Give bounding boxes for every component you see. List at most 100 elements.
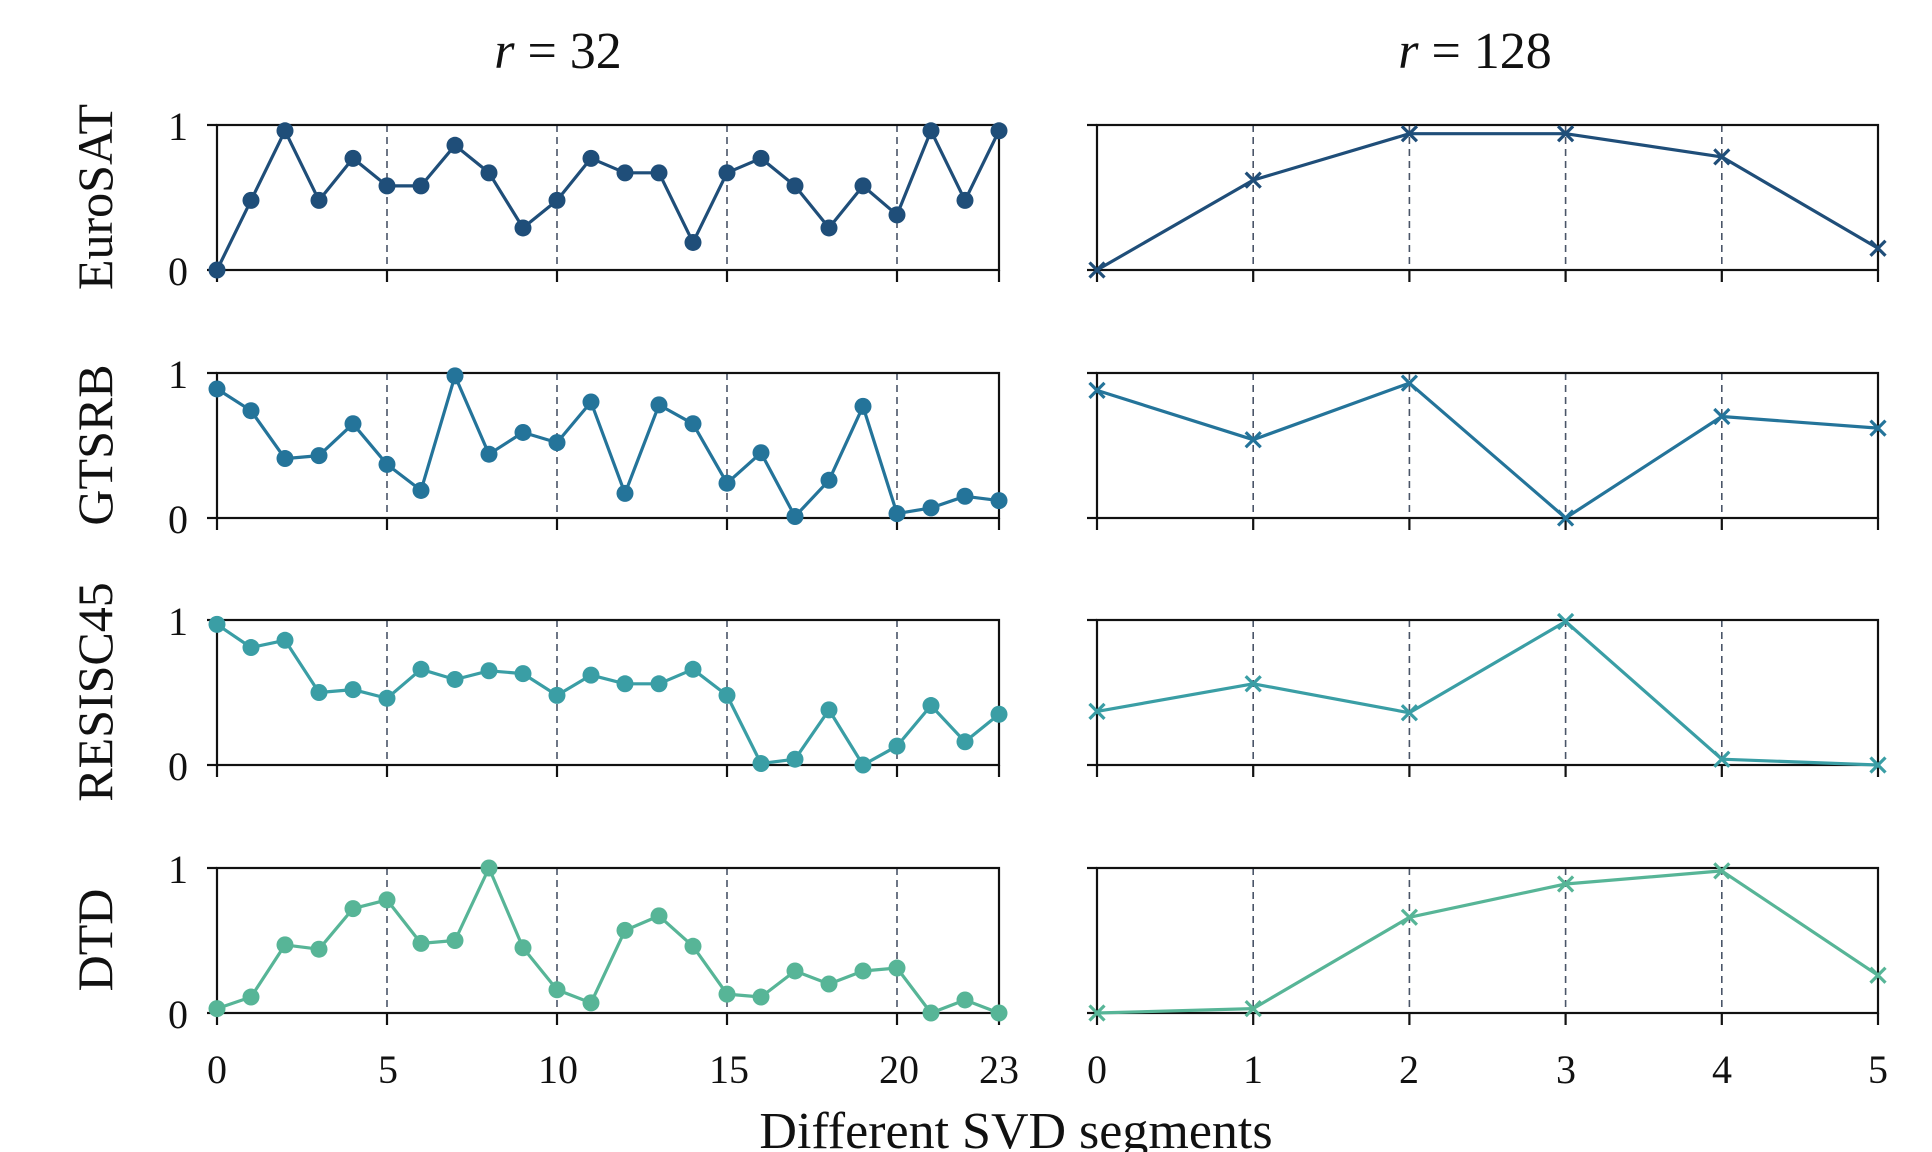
data-point: [684, 937, 702, 955]
y-tick-label: 0: [168, 249, 188, 294]
data-point: [310, 191, 328, 209]
data-point: [548, 686, 566, 704]
data-point: [344, 149, 362, 167]
data-point: [820, 701, 838, 719]
panel-resisc45-r32: [207, 615, 1008, 777]
data-point: [242, 639, 260, 657]
data-point: [1556, 509, 1575, 527]
data-point: [1244, 431, 1262, 449]
data-point: [1713, 862, 1731, 880]
panel-frame: [215, 371, 1001, 520]
data-point: [718, 164, 736, 182]
data-point: [412, 934, 430, 952]
panel-frame: [1095, 866, 1880, 1015]
data-point: [820, 471, 838, 489]
data-point: [480, 445, 498, 463]
panel-dtd-r32: [207, 859, 1008, 1025]
column-title-r32-value: 32: [570, 23, 622, 80]
data-point: [990, 122, 1008, 140]
data-point: [956, 991, 974, 1009]
column-title-r128-eq: =: [1418, 23, 1473, 80]
data-point: [582, 149, 600, 167]
x-tick-labels-r32: 0 5 10 15 20 23: [207, 1047, 1019, 1092]
data-point: [446, 367, 464, 385]
data-point: [276, 631, 294, 649]
data-point: [310, 940, 328, 958]
data-point: [990, 1004, 1008, 1022]
data-point: [650, 164, 668, 182]
data-point: [786, 962, 804, 980]
row-label-gtsrb: GTSRB: [67, 364, 123, 525]
data-point: [1244, 675, 1262, 693]
data-point: [718, 686, 736, 704]
row-label-resisc45: RESISC45: [67, 582, 123, 802]
y-tick-label: 0: [168, 744, 188, 789]
data-point: [616, 164, 634, 182]
panel-frame: [1095, 371, 1880, 520]
panel-frame: [215, 866, 1001, 1015]
panel-gtsrb-r128: [1087, 371, 1887, 530]
data-point: [480, 859, 498, 877]
series-line-gtsrb-r32: [216, 374, 1000, 519]
data-point: [548, 434, 566, 452]
x-axis-label: Different SVD segments: [759, 1103, 1272, 1152]
column-title-r32: r = 32: [494, 23, 622, 80]
data-point: [786, 177, 804, 195]
data-point: [514, 423, 532, 441]
data-point: [786, 508, 804, 526]
data-point: [548, 981, 566, 999]
data-point: [752, 755, 770, 773]
panel-frame: [1095, 123, 1880, 272]
data-point: [208, 1000, 226, 1018]
data-point: [412, 177, 430, 195]
data-point: [854, 177, 872, 195]
data-point: [1244, 171, 1262, 189]
data-point: [344, 415, 362, 433]
x-tick-label: 5: [1868, 1047, 1888, 1092]
x-tick-label: 0: [207, 1047, 227, 1092]
panel-dtd-r128: [1087, 862, 1887, 1025]
data-point: [650, 396, 668, 414]
data-point: [582, 666, 600, 684]
panel-frame: [215, 123, 1001, 272]
series-line-dtd-r32: [216, 866, 1000, 1015]
data-point: [514, 219, 532, 237]
data-point: [1869, 419, 1887, 437]
data-point: [276, 450, 294, 468]
data-point: [514, 939, 532, 957]
data-point: [1869, 239, 1887, 257]
y-tick-labels: 1 0 1 0 1 0 1 0: [168, 104, 188, 1037]
data-point: [378, 891, 396, 909]
data-point: [820, 975, 838, 993]
y-tick-label: 0: [168, 497, 188, 542]
series-line-dtd-r128: [1096, 869, 1879, 1015]
x-tick-label: 5: [378, 1047, 398, 1092]
data-point: [956, 733, 974, 751]
data-point: [310, 684, 328, 701]
data-point: [276, 122, 294, 140]
data-point: [820, 219, 838, 237]
data-point: [1400, 704, 1419, 722]
x-tick-label: 2: [1399, 1047, 1419, 1092]
series-line-resisc45-r128: [1096, 619, 1879, 767]
panel-resisc45-r128: [1087, 612, 1887, 777]
data-point: [1713, 407, 1731, 426]
data-point: [480, 662, 498, 680]
y-tick-label: 1: [168, 104, 188, 149]
data-point: [854, 962, 872, 980]
data-point: [888, 505, 906, 523]
data-point: [684, 233, 702, 251]
data-point: [582, 994, 600, 1012]
data-point: [1088, 1004, 1106, 1022]
data-point: [650, 675, 668, 693]
data-point: [1088, 381, 1106, 400]
data-point: [888, 959, 906, 977]
data-point: [854, 397, 872, 415]
data-point: [446, 136, 464, 154]
x-tick-label: 23: [979, 1047, 1019, 1092]
data-point: [752, 444, 770, 462]
data-point: [922, 697, 940, 715]
data-point: [1556, 612, 1575, 631]
data-point: [242, 191, 260, 209]
